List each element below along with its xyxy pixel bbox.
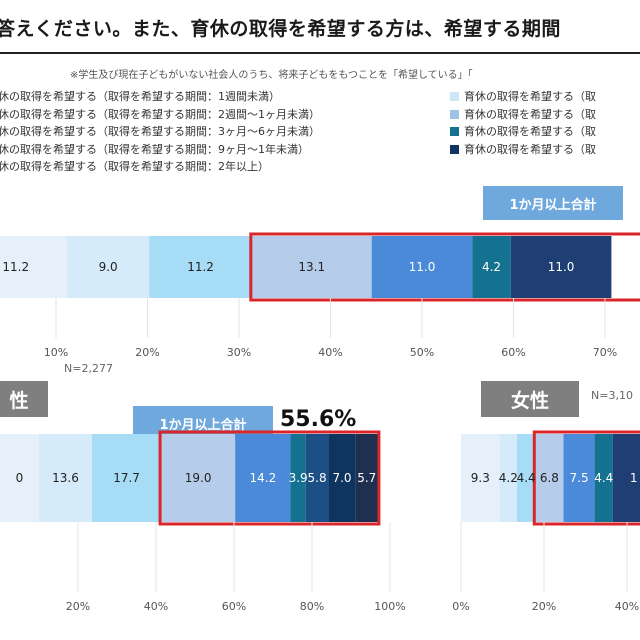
bar-segment [563, 434, 595, 522]
bar-segment [92, 434, 162, 522]
segment-label: 0 [16, 471, 24, 485]
legend-item: 休の取得を希望する（取得を希望する期間：3ヶ月〜6ヶ月未満） [0, 123, 320, 141]
segment-label: 13.6 [52, 471, 79, 485]
bar-segment [594, 434, 613, 522]
legend-label: 休の取得を希望する（取得を希望する期間：2週間〜1ヶ月未満） [0, 107, 320, 121]
bar-segment [472, 236, 511, 298]
bar-segment [517, 434, 536, 522]
highlight-box [532, 430, 640, 526]
segment-label: 11.0 [548, 260, 575, 274]
x-tick-label: 40% [144, 600, 168, 613]
x-tick-label: 60% [222, 600, 246, 613]
segment-label: 11.2 [2, 260, 29, 274]
segment-label: 7.0 [332, 471, 351, 485]
male-panel-label: 性 [0, 381, 48, 417]
legend-label: 育休の取得を希望する（取 [464, 125, 596, 139]
segment-label: 5.7 [357, 471, 376, 485]
legend-label: 育休の取得を希望する（取 [464, 142, 596, 156]
bar-segment [612, 434, 640, 522]
bar-segment [290, 434, 306, 522]
header-divider [0, 52, 640, 54]
bar-segment [149, 236, 252, 298]
segment-label: 7.5 [570, 471, 589, 485]
legend-item: 育休の取得を希望する（取 [450, 123, 596, 141]
segment-label: 4.2 [482, 260, 501, 274]
x-tick-label: 60% [501, 346, 525, 359]
segment-label: 19.0 [185, 471, 212, 485]
bar-segment [39, 434, 93, 522]
highlight-box [249, 232, 640, 302]
segment-label: 11.0 [409, 260, 436, 274]
legend-item: 育休の取得を希望する（取 [450, 106, 596, 124]
segment-label: 4.2 [499, 471, 518, 485]
legend-item: 休の取得を希望する（取得を希望する期間：2週間〜1ヶ月未満） [0, 106, 320, 124]
legend-label: 育休の取得を希望する（取 [464, 90, 596, 103]
legend-label: 休の取得を希望する（取得を希望する期間：9ヶ月〜1年未満） [0, 142, 309, 156]
legend-swatch [450, 145, 459, 155]
legend-item: 休の取得を希望する（取得を希望する期間：9ヶ月〜1年未満） [0, 141, 320, 159]
legend-item: 休の取得を希望する（取得を希望する期間：2年以上） [0, 158, 320, 176]
segment-label: 9.0 [99, 260, 118, 274]
legend-label: 休の取得を希望する（取得を希望する期間：3ヶ月〜6ヶ月未満） [0, 125, 320, 139]
x-tick-label: 50% [410, 346, 434, 359]
bar-segment [510, 236, 612, 298]
bar-segment [0, 236, 67, 298]
legend-swatch [450, 109, 459, 119]
legend-item: 休の取得を希望する（取得を希望する期間：1週間未満） [0, 88, 320, 106]
bar-segment [305, 434, 329, 522]
female-n-label: N=3,10 [591, 389, 633, 402]
x-tick-label: 0% [452, 600, 469, 613]
bar-segment [328, 434, 356, 522]
x-tick-label: 20% [135, 346, 159, 359]
segment-label: 6.8 [540, 471, 559, 485]
footnote: ※学生及び現在子どもがいない社会人のうち、将来子どもをもつことを「希望している」… [70, 70, 473, 81]
segment-label: 4.4 [594, 471, 613, 485]
bar-segment [461, 434, 500, 522]
legend-left: 休の取得を希望する（取得を希望する期間：1週間未満） 休の取得を希望する（取得を… [0, 88, 320, 176]
bar-segment [371, 236, 473, 298]
segment-label: 11.2 [187, 260, 214, 274]
bar-segment [535, 434, 564, 522]
highlight-box [158, 430, 381, 526]
legend-label: 育休の取得を希望する（取 [464, 107, 596, 121]
x-tick-label: 80% [300, 600, 324, 613]
x-tick-label: 20% [66, 600, 90, 613]
x-tick-label: 10% [44, 346, 68, 359]
male-1month-plus-total: 55.6% [280, 407, 357, 432]
x-tick-label: 40% [615, 600, 639, 613]
segment-label: 14.2 [250, 471, 277, 485]
bar-segment [499, 434, 518, 522]
segment-label: 1 [630, 471, 638, 485]
female-panel-label: 女性 [481, 381, 579, 417]
legend-item: 育休の取得を希望する（取 [450, 88, 596, 106]
bar-segment [235, 434, 291, 522]
bar-segment [66, 236, 150, 298]
male-n-label: N=2,277 [64, 362, 113, 375]
bar-segment [355, 434, 378, 522]
x-tick-label: 30% [227, 346, 251, 359]
bar-segment [0, 434, 39, 522]
legend-label: 休の取得を希望する（取得を希望する期間：2年以上） [0, 160, 269, 174]
question-title: 答えください。また、育休の取得を希望する方は、希望する期間 [0, 18, 561, 40]
segment-label: 5.8 [308, 471, 327, 485]
x-tick-label: 100% [374, 600, 405, 613]
segment-label: 4.4 [517, 471, 536, 485]
segment-label: 13.1 [298, 260, 325, 274]
legend-swatch [450, 92, 459, 102]
legend-swatch [450, 127, 459, 137]
bar-segment [161, 434, 236, 522]
bar-segment [251, 236, 372, 298]
segment-label: 9.3 [471, 471, 490, 485]
segment-label: 3.9 [289, 471, 308, 485]
legend-item: 育休の取得を希望する（取 [450, 141, 596, 159]
segment-label: 17.7 [113, 471, 140, 485]
x-tick-label: 70% [593, 346, 617, 359]
x-tick-label: 20% [532, 600, 556, 613]
callout-1month-plus-top: 1か月以上合計 [483, 186, 623, 220]
legend-right: 育休の取得を希望する（取 育休の取得を希望する（取 育休の取得を希望する（取 育… [450, 88, 596, 158]
x-tick-label: 40% [318, 346, 342, 359]
legend-label: 休の取得を希望する（取得を希望する期間：1週間未満） [0, 90, 280, 103]
